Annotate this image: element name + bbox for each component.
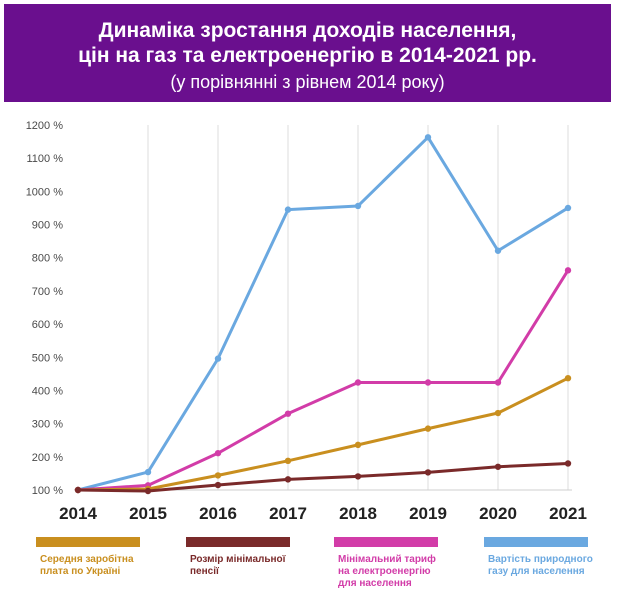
data-point <box>354 473 362 480</box>
legend-label-line: Мінімальний тариф <box>338 554 436 565</box>
data-point <box>424 469 432 476</box>
legend-label-line: для населення <box>338 578 412 589</box>
data-point <box>564 374 572 382</box>
data-point <box>564 267 572 274</box>
legend-swatch <box>186 537 290 547</box>
legend-label: Середня заробітна плата по Україні <box>40 554 150 578</box>
chart-title-line-1: Динаміка зростання доходів населення, <box>98 19 517 42</box>
data-point <box>354 202 362 210</box>
chart-grid <box>78 125 572 491</box>
legend-label-line: Вартість природного <box>488 554 593 565</box>
legend-label-line: пенсії <box>190 566 219 577</box>
series-line <box>76 461 570 493</box>
data-point <box>284 476 292 483</box>
series-line <box>76 135 570 492</box>
data-point <box>564 204 572 212</box>
data-point <box>354 379 362 386</box>
data-point <box>144 468 152 476</box>
legend-label-line: газу для населення <box>488 566 585 577</box>
y-tick-label: 1100 % <box>27 153 64 165</box>
data-point <box>144 487 152 495</box>
data-point <box>424 425 432 432</box>
data-point <box>424 134 432 141</box>
series-2 <box>74 460 572 495</box>
data-point <box>284 206 292 213</box>
x-tick-label: 2021 <box>549 504 587 523</box>
x-tick-label: 2018 <box>339 504 377 523</box>
data-point <box>214 355 222 362</box>
legend-label: Розмір мінімальної пенсії <box>190 554 300 578</box>
y-tick-label: 800 % <box>32 253 63 265</box>
series-3 <box>74 267 572 494</box>
y-tick-label: 400 % <box>32 385 63 397</box>
y-tick-label: 200 % <box>32 452 63 464</box>
legend-item: Середня заробітна плата по Україні <box>32 537 172 578</box>
y-tick-label: 500 % <box>32 352 63 364</box>
chart-header: Динаміка зростання доходів населення, ці… <box>4 4 611 102</box>
data-point <box>214 472 222 479</box>
legend-label-line: плата по Україні <box>40 566 121 577</box>
legend-label-line: Розмір мінімальної <box>190 554 286 565</box>
data-point <box>424 379 432 386</box>
legend-swatch <box>36 537 140 547</box>
legend-label: Мінімальний тариф на електроенергію для на… <box>338 554 448 590</box>
series-1 <box>74 374 572 494</box>
x-tick-label: 2015 <box>129 504 167 523</box>
legend-item: Розмір мінімальної пенсії <box>182 537 322 578</box>
y-tick-label: 1200 % <box>26 120 64 132</box>
data-point <box>494 409 502 417</box>
x-tick-label: 2016 <box>199 504 237 523</box>
y-tick-label: 100 % <box>32 485 63 497</box>
data-point <box>214 481 222 489</box>
series-line <box>76 268 570 492</box>
legend-item: Мінімальний тариф на електроенергію для на… <box>330 537 470 590</box>
data-point <box>564 460 572 467</box>
y-tick-label: 600 % <box>32 319 63 331</box>
series-line <box>76 376 570 492</box>
data-point <box>494 463 502 470</box>
data-point <box>494 247 502 254</box>
y-tick-label: 700 % <box>32 286 63 298</box>
x-tick-label: 2020 <box>479 504 517 523</box>
legend-swatch <box>334 537 438 547</box>
data-point <box>284 457 292 464</box>
y-tick-label: 1000 % <box>26 186 64 198</box>
data-point <box>494 379 502 386</box>
data-point <box>74 486 82 494</box>
data-point <box>354 441 362 449</box>
legend-label-line: на електроенергію <box>338 566 431 577</box>
y-tick-label: 300 % <box>32 419 63 431</box>
chart-title-line-2: цін на газ та електроенергію в 2014-2021… <box>78 44 537 67</box>
x-tick-label: 2019 <box>409 504 447 523</box>
y-axis: 100 % 200 % 300 % 400 % 500 % 600 % 700 % 800 %… <box>26 120 64 497</box>
legend-label: Вартість природного газу для населення <box>488 554 598 578</box>
data-point <box>214 449 222 457</box>
data-point <box>284 410 292 417</box>
y-tick-label: 900 % <box>32 220 63 232</box>
chart-subtitle: (у порівнянні з рівнем 2014 року) <box>170 72 445 92</box>
legend-label-line: Середня заробітна <box>40 554 134 565</box>
legend-swatch <box>484 537 588 547</box>
legend-item: Вартість природного газу для населення <box>480 537 617 578</box>
chart-series <box>74 134 572 495</box>
x-tick-label: 2017 <box>269 504 307 523</box>
series-4 <box>74 134 572 494</box>
x-tick-label: 2014 <box>59 504 97 523</box>
x-axis: 2014 2015 2016 2017 2018 2019 2020 2021 <box>59 504 587 523</box>
